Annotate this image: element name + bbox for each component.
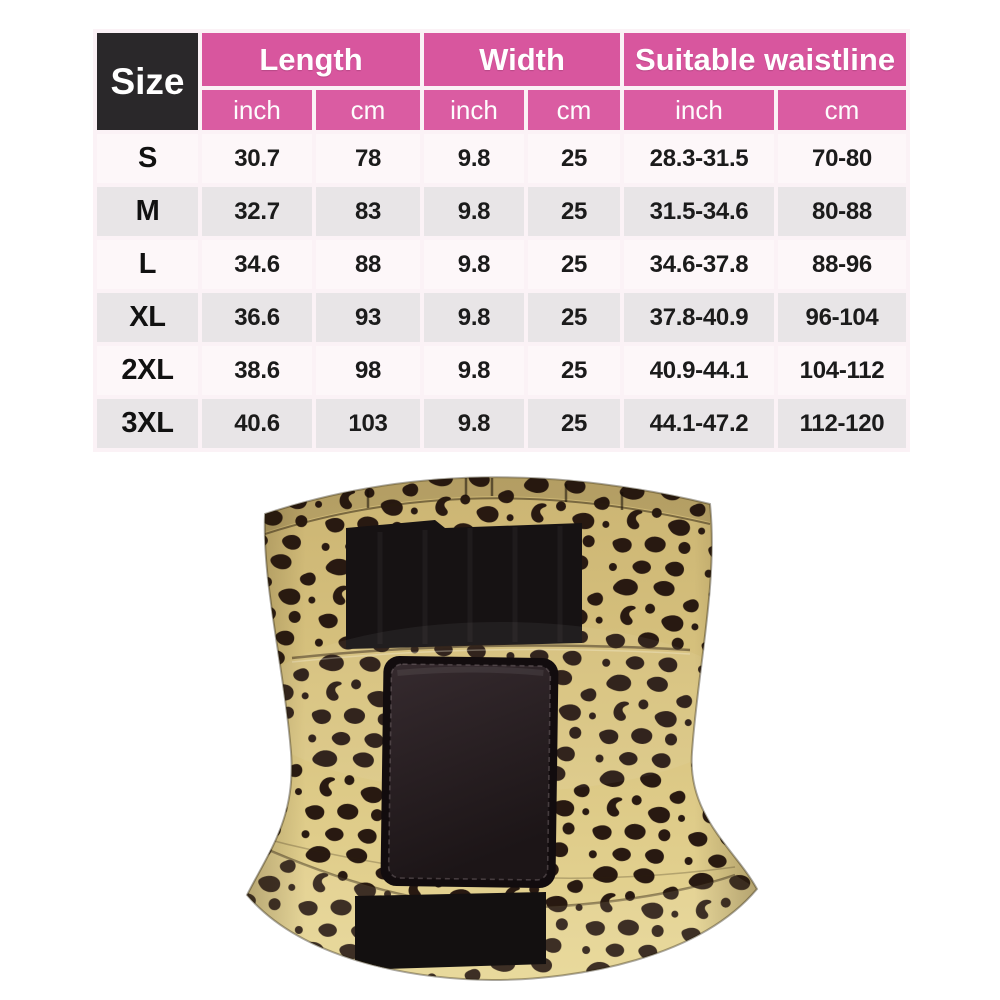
- header-length-cm: cm: [316, 90, 420, 130]
- value-cell: 25: [528, 399, 620, 448]
- value-cell: 9.8: [424, 346, 524, 395]
- header-waist-inch: inch: [624, 90, 774, 130]
- value-cell: 40.6: [202, 399, 312, 448]
- header-waist-cm: cm: [778, 90, 906, 130]
- leopard-waist-trainer-illustration: [245, 476, 759, 982]
- value-cell: 34.6-37.8: [624, 240, 774, 289]
- fastening-panel: [380, 656, 559, 888]
- value-cell: 36.6: [202, 293, 312, 342]
- table-row: 2XL 38.6 98 9.8 25 40.9-44.1 104-112: [97, 346, 906, 395]
- product-photo: [230, 452, 770, 997]
- table-row: 3XL 40.6 103 9.8 25 44.1-47.2 112-120: [97, 399, 906, 448]
- value-cell: 83: [316, 187, 420, 236]
- value-cell: 34.6: [202, 240, 312, 289]
- header-group-row: Size Length Width Suitable waistline: [97, 33, 906, 130]
- size-cell: L: [97, 240, 198, 289]
- value-cell: 96-104: [778, 293, 906, 342]
- value-cell: 78: [316, 134, 420, 183]
- value-cell: 9.8: [424, 293, 524, 342]
- value-cell: 30.7: [202, 134, 312, 183]
- header-group-suitable-waistline: Suitable waistline: [624, 33, 906, 86]
- size-cell: 2XL: [97, 346, 198, 395]
- value-cell: 25: [528, 346, 620, 395]
- value-cell: 80-88: [778, 187, 906, 236]
- header-width-cm: cm: [528, 90, 620, 130]
- value-cell: 38.6: [202, 346, 312, 395]
- value-cell: 31.5-34.6: [624, 187, 774, 236]
- header-width-inch: inch: [424, 90, 524, 130]
- table-row: S 30.7 78 9.8 25 28.3-31.5 70-80: [97, 134, 906, 183]
- header-sub-row: inch cm inch cm inch cm: [97, 90, 906, 130]
- value-cell: 93: [316, 293, 420, 342]
- value-cell: 88: [316, 240, 420, 289]
- value-cell: 44.1-47.2: [624, 399, 774, 448]
- value-cell: 25: [528, 240, 620, 289]
- value-cell: 88-96: [778, 240, 906, 289]
- table-row: M 32.7 83 9.8 25 31.5-34.6 80-88: [97, 187, 906, 236]
- value-cell: 25: [528, 187, 620, 236]
- value-cell: 103: [316, 399, 420, 448]
- size-table-body: S 30.7 78 9.8 25 28.3-31.5 70-80 M 32.7 83 9.8 25 31…: [97, 134, 906, 448]
- value-cell: 9.8: [424, 399, 524, 448]
- size-cell: M: [97, 187, 198, 236]
- size-cell: XL: [97, 293, 198, 342]
- belt-outline: [245, 476, 759, 982]
- value-cell: 104-112: [778, 346, 906, 395]
- header-group-width: Width: [424, 33, 620, 86]
- value-cell: 37.8-40.9: [624, 293, 774, 342]
- value-cell: 25: [528, 134, 620, 183]
- value-cell: 32.7: [202, 187, 312, 236]
- panel-stitching: [387, 663, 552, 881]
- table-row: L 34.6 88 9.8 25 34.6-37.8 88-96: [97, 240, 906, 289]
- value-cell: 25: [528, 293, 620, 342]
- size-chart-table: Size Length Width Suitable waistline inc…: [93, 29, 910, 452]
- size-cell: S: [97, 134, 198, 183]
- size-cell: 3XL: [97, 399, 198, 448]
- value-cell: 40.9-44.1: [624, 346, 774, 395]
- value-cell: 9.8: [424, 134, 524, 183]
- panel-gloss: [397, 666, 544, 677]
- table-row: XL 36.6 93 9.8 25 37.8-40.9 96-104: [97, 293, 906, 342]
- value-cell: 9.8: [424, 240, 524, 289]
- value-cell: 70-80: [778, 134, 906, 183]
- value-cell: 9.8: [424, 187, 524, 236]
- header-size: Size: [97, 33, 198, 130]
- value-cell: 28.3-31.5: [624, 134, 774, 183]
- header-group-length: Length: [202, 33, 420, 86]
- value-cell: 112-120: [778, 399, 906, 448]
- header-length-inch: inch: [202, 90, 312, 130]
- value-cell: 98: [316, 346, 420, 395]
